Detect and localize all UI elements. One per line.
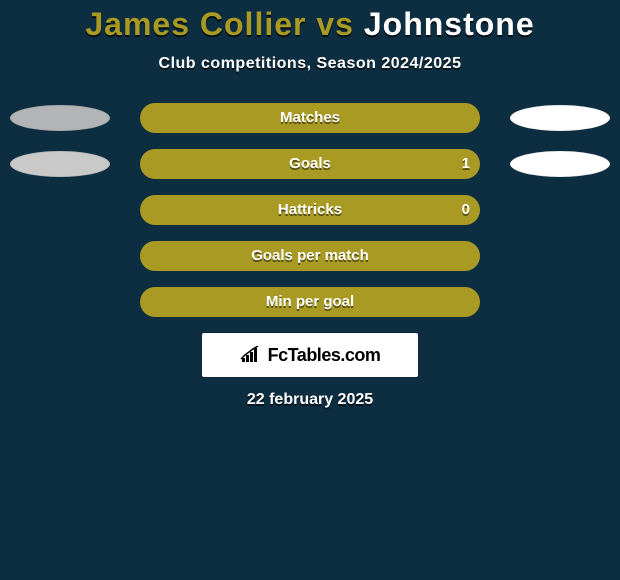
stat-rows: Matches 1Goals 0Hattricks Goals per match Mi…	[0, 103, 620, 317]
stat-row: 1Goals	[0, 149, 620, 179]
page-title: James Collier vs Johnstone	[0, 0, 620, 43]
stat-row: Min per goal	[0, 287, 620, 317]
right-value-blob	[510, 105, 610, 131]
left-value-blob	[10, 151, 110, 177]
player2-name: Johnstone	[364, 6, 535, 42]
stat-label: Goals	[140, 149, 480, 179]
chart-icon	[240, 346, 262, 364]
left-value-blob	[10, 105, 110, 131]
stat-row: 0Hattricks	[0, 195, 620, 225]
right-value-blob	[510, 151, 610, 177]
comparison-card: James Collier vs Johnstone Club competit…	[0, 0, 620, 580]
stat-label: Min per goal	[140, 287, 480, 317]
stat-label: Goals per match	[140, 241, 480, 271]
vs-text: vs	[316, 6, 354, 42]
branding-badge[interactable]: FcTables.com	[202, 333, 418, 377]
branding-text: FcTables.com	[268, 345, 381, 366]
stat-label: Hattricks	[140, 195, 480, 225]
date-text: 22 february 2025	[0, 391, 620, 409]
subtitle: Club competitions, Season 2024/2025	[0, 55, 620, 73]
stat-label: Matches	[140, 103, 480, 133]
stat-row: Goals per match	[0, 241, 620, 271]
player1-name: James Collier	[85, 6, 306, 42]
stat-row: Matches	[0, 103, 620, 133]
